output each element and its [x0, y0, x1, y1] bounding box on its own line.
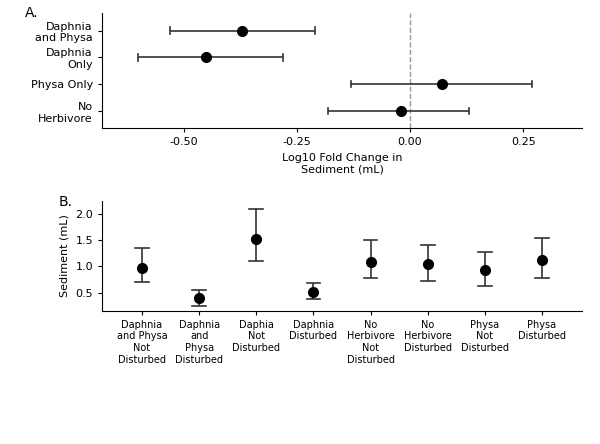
Y-axis label: Sediment (mL): Sediment (mL)	[59, 214, 70, 297]
Text: A.: A.	[25, 6, 39, 20]
Text: B.: B.	[59, 195, 73, 209]
X-axis label: Log10 Fold Change in
Sediment (mL): Log10 Fold Change in Sediment (mL)	[282, 153, 402, 174]
